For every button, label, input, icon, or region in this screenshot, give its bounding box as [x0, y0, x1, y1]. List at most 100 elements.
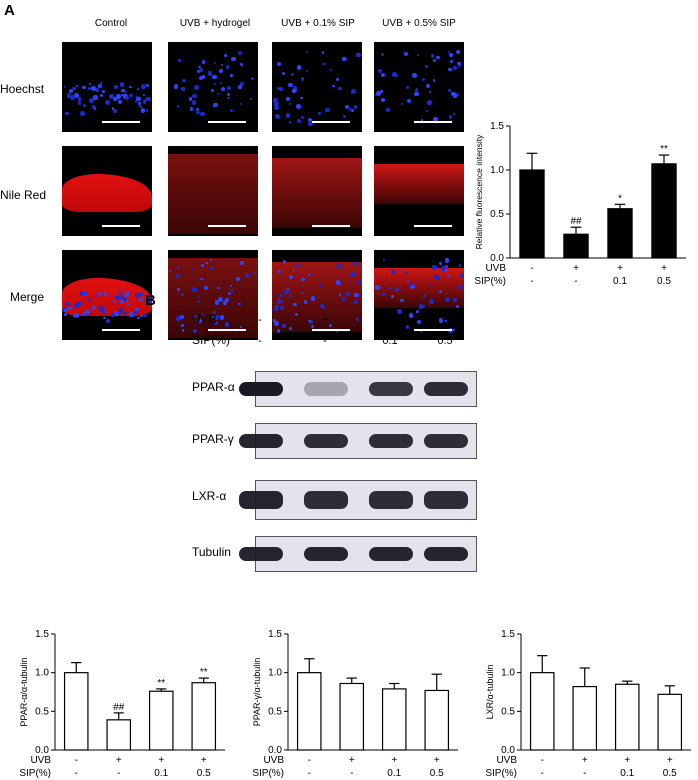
uvb-value: +	[201, 755, 207, 766]
uvb-value: +	[617, 263, 623, 274]
blot-band-2-2	[304, 434, 348, 448]
blot-label-3: LXR-α	[192, 489, 227, 503]
y-axis-label: PPAR-α/α-tubulin	[19, 657, 29, 726]
sip-value: -	[75, 768, 78, 779]
uvb-value: +	[667, 755, 673, 766]
row-label-merge: Merge	[10, 290, 45, 304]
column-header-uvb-05-sip: UVB + 0.5% SIP	[382, 18, 456, 29]
sip-value: 0.1	[613, 276, 627, 287]
uvb-value-2: +	[321, 314, 329, 326]
micrograph-merge-3	[272, 250, 362, 340]
uvb-row-label: UVB	[496, 755, 517, 766]
bar	[63, 672, 89, 751]
micrograph-hoechst-2	[168, 42, 258, 132]
significance-label: *	[618, 193, 622, 204]
micrograph-nile-red-3	[272, 146, 362, 236]
bar	[339, 682, 365, 751]
micrograph-hoechst-3	[272, 42, 362, 132]
y-tick-label: 0.5	[268, 706, 282, 717]
lxr-alpha-bar-chart: 0.0 0.5 1.0 1.5 LXR/α-tubulin - - + - +0.1 +0.5 UVB…	[485, 629, 691, 779]
blot-label-2: PPAR-γ	[192, 432, 234, 446]
significance-label: **	[660, 144, 668, 155]
y-tick-label: 1.0	[268, 668, 282, 679]
uvb-value-4: +	[441, 314, 449, 326]
blot-band-4-1	[239, 547, 283, 561]
significance-label: ##	[113, 702, 125, 713]
bar	[614, 683, 640, 751]
bar	[381, 688, 407, 751]
blot-band-3-2	[304, 491, 348, 509]
bar	[572, 685, 598, 751]
sip-value: -	[574, 276, 577, 287]
bar	[657, 693, 683, 751]
y-axis-label: PPAR-γ/α-tubulin	[252, 658, 262, 727]
y-tick-label: 1.0	[501, 668, 515, 679]
y-tick-label: 0.0	[35, 745, 49, 756]
micrograph-merge-1	[62, 250, 152, 340]
y-tick-label: 0.0	[501, 745, 515, 756]
bar	[607, 208, 633, 259]
y-tick-label: 0.5	[501, 706, 515, 717]
micrograph-merge-4	[374, 250, 464, 340]
panel-b-label: B	[145, 292, 156, 309]
uvb-value: +	[391, 755, 397, 766]
blot-label-4: Tubulin	[192, 545, 231, 559]
uvb-value-3: +	[386, 314, 394, 326]
blot-label-1: PPAR-α	[192, 380, 235, 394]
uvb-row-label: UVB	[263, 755, 284, 766]
uvb-value: -	[75, 755, 78, 766]
micrograph-nile-red-4	[374, 146, 464, 236]
micrograph-nile-red-2	[168, 146, 258, 236]
blot-band-1-3	[369, 382, 413, 396]
uvb-value: +	[582, 755, 588, 766]
ppar-alpha-bar-chart: 0.0 0.5 1.0 1.5 PPAR-α/α-tubulin - - ## + - ** +0.1…	[19, 629, 225, 779]
blot-band-3-3	[369, 491, 413, 509]
uvb-value: -	[541, 755, 544, 766]
blot-band-4-2	[304, 547, 348, 561]
row-label-nile-red: Nile Red	[0, 188, 47, 202]
blot-band-2-4	[424, 434, 468, 448]
panel-a-label: A	[4, 2, 15, 19]
micrograph-hoechst-1	[62, 42, 152, 132]
uvb-value: +	[349, 755, 355, 766]
column-header-uvb-01-sip: UVB + 0.1% SIP	[281, 18, 355, 29]
blot-strip-1	[239, 371, 477, 407]
bar	[519, 169, 545, 259]
sip-value-4: 0.5	[437, 335, 453, 347]
y-tick-label: 0.5	[490, 209, 504, 220]
sip-value: -	[117, 768, 120, 779]
sip-row-label: SIP(%)	[485, 768, 517, 779]
blot-strip-4	[239, 536, 477, 572]
uvb-value: +	[434, 755, 440, 766]
micrograph-merge-2	[168, 250, 258, 340]
y-tick-label: 1.0	[35, 668, 49, 679]
micrograph-hoechst-4	[374, 42, 464, 132]
bar	[296, 672, 322, 751]
column-header-uvb-hydrogel: UVB + hydrogel	[179, 18, 251, 29]
row-label-hoechst: Hoechst	[0, 82, 45, 96]
bar	[651, 163, 677, 259]
bar	[563, 233, 589, 259]
uvb-value-1: -	[258, 314, 262, 326]
sip-value: 0.1	[154, 768, 168, 779]
bar	[191, 682, 217, 751]
uvb-row-label: UVB	[30, 755, 51, 766]
micrograph-nile-red-1	[62, 146, 152, 236]
sip-row-label: SIP(%)	[252, 768, 284, 779]
fluorescence-bar-chart: 0.0 0.5 1.0 1.5 Relative fluorescence intens…	[474, 121, 686, 287]
blot-band-3-4	[424, 491, 468, 509]
sip-value: 0.5	[197, 768, 211, 779]
y-tick-label: 1.0	[490, 165, 504, 176]
blot-band-2-1	[239, 434, 283, 448]
uvb-row-label: UVB	[485, 263, 506, 274]
sip-row-label: SIP(%)	[19, 768, 51, 779]
bar	[148, 690, 174, 751]
y-tick-label: 1.5	[501, 629, 515, 640]
y-tick-label: 0.5	[35, 706, 49, 717]
sip-value: 0.5	[657, 276, 671, 287]
bar	[424, 689, 450, 751]
uvb-value: +	[158, 755, 164, 766]
column-header-control: Control	[94, 18, 128, 29]
y-tick-label: 1.5	[490, 121, 504, 132]
sip-value: 0.5	[430, 768, 444, 779]
